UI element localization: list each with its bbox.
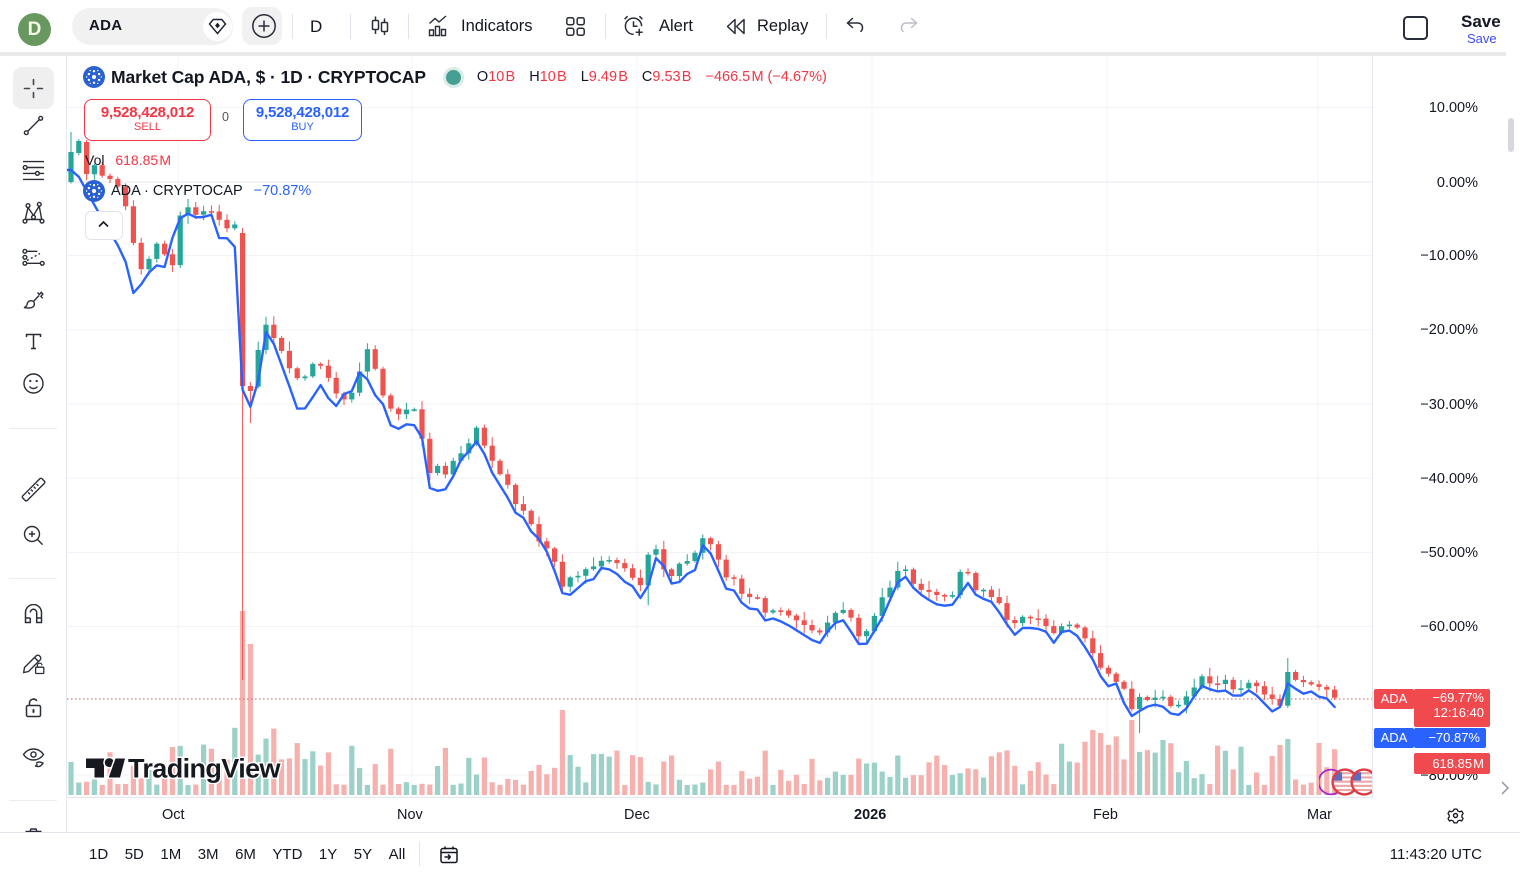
svg-text:TradingView: TradingView (128, 754, 282, 784)
